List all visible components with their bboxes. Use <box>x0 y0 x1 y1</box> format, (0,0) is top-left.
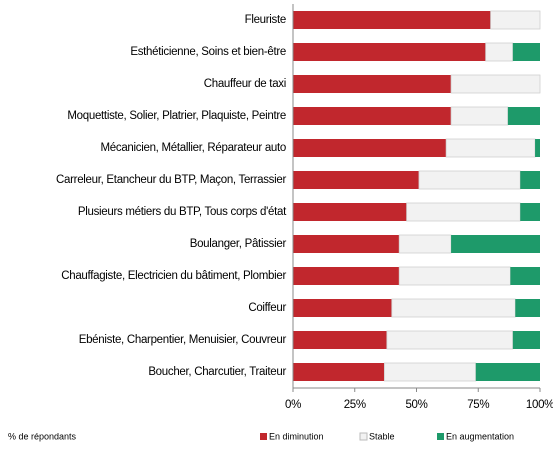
category-label: Ebéniste, Charpentier, Menuisier, Couvre… <box>79 334 287 346</box>
bar-segment <box>293 363 385 381</box>
category-label: Carreleur, Etancheur du BTP, Maçon, Terr… <box>56 174 286 186</box>
legend-label: En diminution <box>269 431 324 441</box>
bar-segment <box>293 203 407 221</box>
x-tick-label: 0% <box>285 399 301 411</box>
bar-segment <box>398 234 452 254</box>
bar-segment <box>507 107 540 125</box>
bar-segment <box>293 139 447 157</box>
bar-segment <box>490 10 541 30</box>
bar-segment <box>293 299 392 317</box>
bar-segment <box>293 235 400 253</box>
bar-segment <box>398 266 511 286</box>
bar-segment <box>450 106 509 126</box>
bar-segment <box>520 171 540 189</box>
bar-segment <box>515 299 540 317</box>
category-label: Coiffeur <box>248 302 286 314</box>
bar-segment <box>391 298 516 318</box>
bar-segment <box>485 42 514 62</box>
category-label: Esthéticienne, Soins et bien-être <box>130 46 286 58</box>
bar-segment <box>293 11 491 29</box>
legend-swatch <box>359 432 368 441</box>
bar-segment <box>451 235 540 253</box>
bar-segment <box>418 170 521 190</box>
legend-swatch <box>260 433 267 440</box>
category-label: Boucher, Charcutier, Traiteur <box>148 366 286 378</box>
legend-swatch <box>437 433 444 440</box>
bar-segment <box>512 331 540 349</box>
footnote: % de répondants <box>8 431 77 441</box>
category-label: Mécanicien, Métallier, Réparateur auto <box>101 142 286 154</box>
bar-segment <box>293 171 419 189</box>
legend-label: En augmentation <box>446 431 514 441</box>
bar-segment <box>475 363 540 381</box>
bar-segment <box>445 138 536 158</box>
category-label: Plusieurs métiers du BTP, Tous corps d'é… <box>78 206 287 218</box>
x-tick-label: 50% <box>405 399 427 411</box>
bar-segment <box>512 43 540 61</box>
bar-segment <box>386 330 514 350</box>
bar-segment <box>293 75 452 93</box>
legend-label: Stable <box>369 431 395 441</box>
bar-segment <box>293 267 400 285</box>
bar-segment <box>450 74 541 94</box>
bar-segment <box>293 107 452 125</box>
bar-segment <box>520 203 540 221</box>
bar-segment <box>406 202 521 222</box>
bar-segment <box>510 267 540 285</box>
x-tick-label: 75% <box>467 399 489 411</box>
category-label: Fleuriste <box>245 14 286 26</box>
bar-segment <box>293 331 387 349</box>
bar-segment <box>535 139 540 157</box>
bar-segment <box>293 43 486 61</box>
category-label: Chauffagiste, Electricien du bâtiment, P… <box>61 270 286 282</box>
x-tick-label: 25% <box>344 399 366 411</box>
bar-segment <box>383 362 477 382</box>
category-label: Moquettiste, Solier, Platrier, Plaquiste… <box>67 110 286 122</box>
category-label: Chauffeur de taxi <box>204 78 286 90</box>
category-label: Boulanger, Pâtissier <box>190 238 287 250</box>
x-tick-label: 100% <box>526 399 553 411</box>
